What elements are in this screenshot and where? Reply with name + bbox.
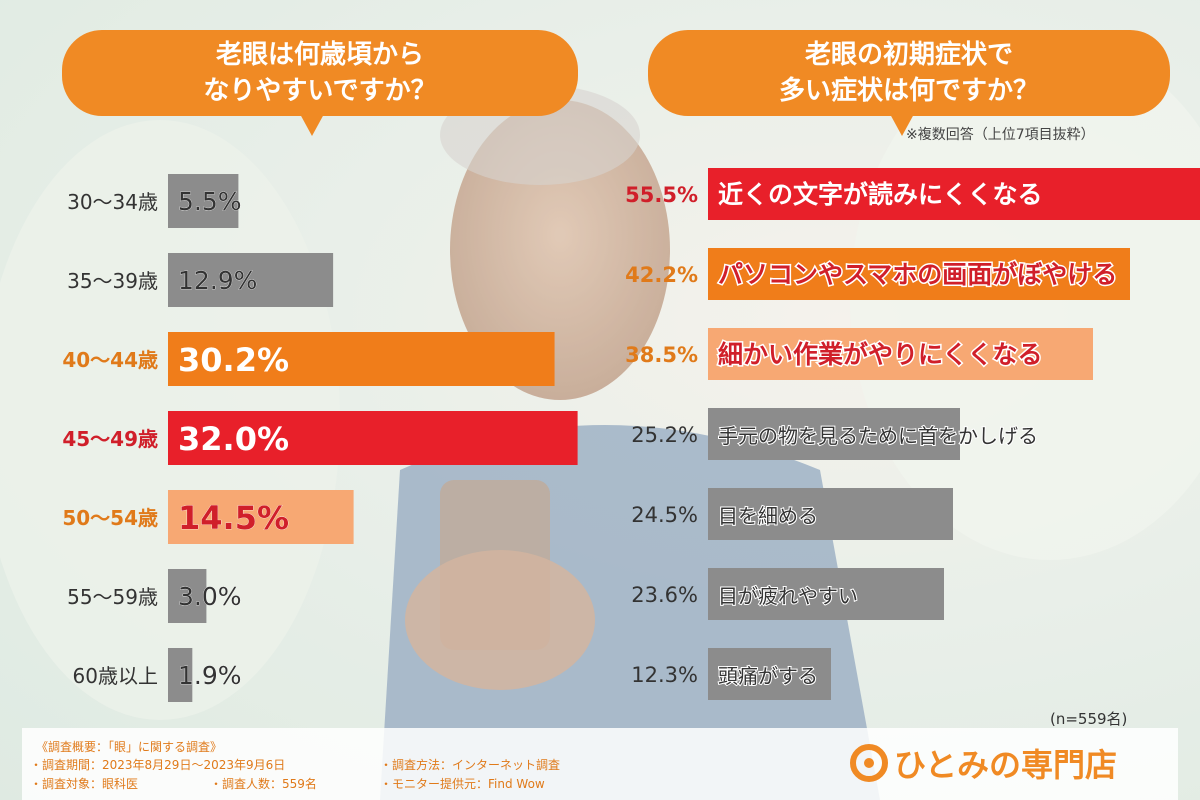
symptom-value-label: 12.3% bbox=[631, 663, 698, 687]
symptom-bar-6 bbox=[708, 648, 831, 700]
symptom-category-label: 頭痛がする bbox=[718, 664, 818, 688]
survey-provider: ・モニター提供元：Find Wow bbox=[380, 777, 545, 791]
symptom-bar-1 bbox=[708, 248, 1130, 300]
age-bar-2 bbox=[168, 332, 555, 386]
age-bar-1 bbox=[168, 253, 334, 307]
right-question-bubble: 老眼の初期症状で 多い症状は何ですか？ bbox=[648, 30, 1170, 116]
age-value-label: 5.5% bbox=[178, 187, 242, 216]
symptom-category-label: 目が疲れやすい bbox=[718, 584, 858, 608]
symptom-category-label: 細かい作業がやりにくくなる bbox=[718, 340, 1043, 369]
age-value-label: 1.9% bbox=[178, 661, 242, 690]
symptom-bar-2 bbox=[708, 328, 1093, 380]
right-title-line-2: 多い症状は何ですか？ bbox=[778, 76, 1039, 106]
symptom-bar-4 bbox=[708, 488, 953, 540]
survey-target: ・調査対象：眼科医 bbox=[30, 777, 139, 791]
left-title-line-2: なりやすいですか？ bbox=[203, 76, 437, 106]
age-bar-4 bbox=[168, 490, 354, 544]
symptom-value-label: 23.6% bbox=[631, 583, 698, 607]
symptom-value-label: 24.5% bbox=[631, 503, 698, 527]
symptom-value-label: 25.2% bbox=[631, 423, 698, 447]
symptom-category-label: 近くの文字が読みにくくなる bbox=[718, 180, 1043, 209]
survey-period: ・調査期間：2023年8月29日～2023年9月6日 bbox=[30, 758, 286, 772]
age-category-label: 60歳以上 bbox=[73, 664, 158, 688]
sample-size: (n=559名) bbox=[1050, 710, 1128, 728]
survey-method: ・調査方法：インターネット調査 bbox=[380, 758, 561, 772]
age-category-label: 35～39歳 bbox=[67, 269, 158, 293]
age-category-label: 50～54歳 bbox=[62, 506, 158, 530]
left-question-bubble: 老眼は何歳頃から なりやすいですか？ bbox=[62, 30, 578, 116]
age-category-label: 55～59歳 bbox=[67, 585, 158, 609]
symptom-bar-5 bbox=[708, 568, 944, 620]
age-bar-5 bbox=[168, 569, 207, 623]
age-bar-6 bbox=[168, 648, 193, 702]
left-bubble-tail bbox=[300, 114, 324, 136]
age-category-label: 45～49歳 bbox=[62, 427, 158, 451]
right-title-line-1: 老眼の初期症状で bbox=[804, 40, 1013, 70]
age-value-label: 12.9% bbox=[178, 266, 257, 295]
age-bar-3 bbox=[168, 411, 578, 465]
brand-logo: ひとみの専門店 bbox=[850, 738, 1117, 788]
symptom-value-label: 42.2% bbox=[625, 263, 698, 287]
symptom-value-label: 55.5% bbox=[625, 183, 698, 207]
age-bar-0 bbox=[168, 174, 239, 228]
brand-name: ひとみの専門店 bbox=[894, 746, 1118, 784]
symptom-value-label: 38.5% bbox=[625, 343, 698, 367]
right-bubble-tail bbox=[890, 114, 914, 136]
symptoms-bar-chart: 55.5% 近くの文字が読みにくくなる 42.2% パソコンやスマホの画面がぼやける 3… bbox=[625, 168, 1200, 700]
age-value-label: 3.0% bbox=[178, 582, 242, 611]
symptom-bar-3 bbox=[708, 408, 960, 460]
symptom-category-label: 目を細める bbox=[718, 504, 818, 528]
footer-band bbox=[22, 728, 1178, 800]
survey-heading: 《調査概要：「眼」に関する調査》 bbox=[36, 740, 223, 754]
age-category-label: 30～34歳 bbox=[67, 190, 158, 214]
multiple-answer-note: ※複数回答（上位7項目抜粋） bbox=[906, 127, 1095, 143]
survey-count: ・調査人数：559名 bbox=[210, 777, 317, 791]
left-title-line-1: 老眼は何歳頃から bbox=[215, 40, 424, 70]
age-value-label: 30.2% bbox=[178, 341, 289, 379]
eye-c-logo-icon bbox=[850, 744, 888, 782]
age-value-label: 32.0% bbox=[178, 420, 289, 458]
symptom-bar-0 bbox=[708, 168, 1200, 220]
onset-age-bar-chart: 30～34歳 5.5% 35～39歳 12.9% 40～44歳 30.2% 45～49歳 32… bbox=[62, 174, 578, 702]
symptom-category-label: 手元の物を見るために首をかしげる bbox=[718, 424, 1038, 448]
age-value-label: 14.5% bbox=[178, 499, 289, 537]
age-category-label: 40～44歳 bbox=[62, 348, 158, 372]
symptom-category-label: パソコンやスマホの画面がぼやける bbox=[718, 260, 1117, 289]
